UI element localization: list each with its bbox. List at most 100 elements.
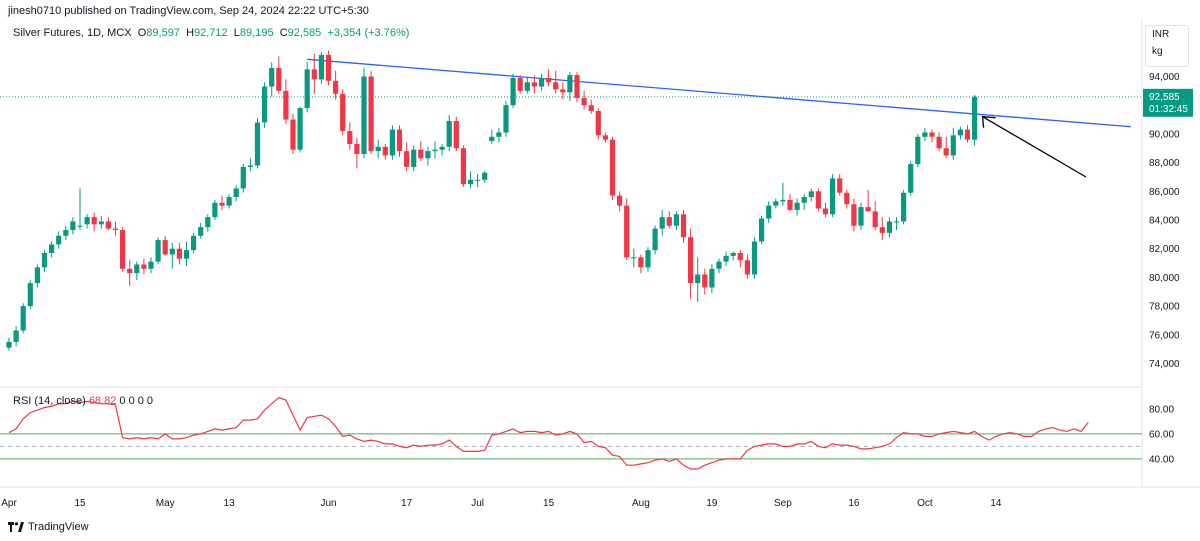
- candle: [751, 237, 758, 279]
- candle-body: [858, 207, 864, 226]
- candle-body: [127, 268, 133, 274]
- candle: [723, 251, 729, 266]
- candle: [198, 222, 204, 239]
- candle-body: [737, 253, 743, 261]
- candle-body: [120, 230, 126, 269]
- candle: [240, 164, 246, 193]
- candle: [49, 241, 55, 258]
- symbol-name[interactable]: Silver Futures, 1D, MCX: [13, 27, 132, 39]
- candle-body: [588, 105, 594, 111]
- time-tick-label: 19: [706, 498, 718, 509]
- time-tick-label: 14: [990, 498, 1002, 509]
- candle: [13, 326, 19, 347]
- candle-body: [460, 148, 466, 185]
- candle-body: [716, 261, 722, 269]
- candle: [730, 251, 736, 261]
- candle-body: [262, 86, 268, 123]
- candle-body: [673, 214, 679, 226]
- candle-body: [695, 274, 701, 284]
- candle: [886, 217, 892, 238]
- candle: [84, 214, 90, 229]
- candle-body: [652, 228, 658, 251]
- candle: [418, 141, 424, 162]
- candle-body: [205, 217, 211, 228]
- candle: [354, 138, 360, 169]
- candle-body: [396, 129, 403, 152]
- time-tick-label: 17: [401, 498, 413, 509]
- candle-body: [6, 341, 12, 348]
- trendline-group: [0, 58, 1142, 128]
- candle: [382, 143, 388, 160]
- currency-label: INR: [1152, 29, 1170, 40]
- candle: [538, 73, 545, 91]
- candle-body: [482, 172, 488, 180]
- candle: [34, 264, 40, 288]
- price-tick-label: 76,000: [1149, 330, 1180, 341]
- candle: [901, 189, 907, 225]
- candle-body: [893, 221, 900, 223]
- candle: [191, 232, 197, 253]
- candle-body: [659, 217, 665, 229]
- candle: [254, 118, 261, 169]
- price-tick-label: 90,000: [1149, 129, 1180, 140]
- open-value: 89,597: [146, 27, 180, 39]
- low-label: L: [233, 27, 240, 39]
- candle: [794, 198, 800, 216]
- candle-body: [560, 89, 566, 93]
- rsi-label[interactable]: RSI (14, close): [13, 395, 86, 407]
- candle-body: [141, 264, 147, 269]
- time-tick-label: Apr: [1, 498, 17, 509]
- candle-body: [844, 192, 850, 205]
- candle-body: [212, 202, 218, 218]
- candle: [652, 225, 658, 255]
- candle-body: [41, 253, 48, 268]
- candle-body: [773, 201, 779, 206]
- candle: [134, 261, 140, 281]
- candle-body: [553, 82, 559, 90]
- candle-body: [219, 202, 225, 206]
- candle-body: [574, 75, 580, 99]
- candle-body: [27, 283, 33, 307]
- candle-body: [191, 235, 197, 251]
- candle: [808, 188, 814, 202]
- tradingview-logo[interactable]: TradingView: [8, 521, 89, 533]
- candle-body: [34, 267, 40, 284]
- candle: [212, 199, 218, 220]
- candle-body: [787, 199, 793, 210]
- annotation-arrow-head: [981, 115, 996, 128]
- rsi-tick-label: 40.00: [1149, 454, 1174, 465]
- candle: [659, 209, 665, 236]
- candle: [645, 247, 651, 272]
- rsi-value: 68.82: [88, 395, 117, 407]
- candle: [503, 100, 509, 137]
- candle: [425, 146, 431, 166]
- candle: [858, 202, 864, 231]
- time-tick-label: May: [156, 498, 175, 509]
- candle-body: [581, 98, 587, 106]
- candle: [624, 198, 630, 261]
- candle-body: [439, 146, 445, 150]
- candle: [695, 257, 701, 302]
- candle: [112, 221, 119, 236]
- candle: [631, 248, 637, 268]
- rsi-line: [8, 396, 1089, 470]
- candle-body: [645, 250, 651, 268]
- candle-body: [84, 217, 90, 225]
- candle-body: [872, 211, 878, 228]
- candle: [581, 90, 587, 110]
- candle-body: [333, 80, 339, 94]
- candle: [929, 129, 935, 143]
- candle: [91, 212, 97, 232]
- candle-body: [915, 136, 921, 165]
- close-value: 92,585: [287, 27, 322, 39]
- grid-lines: [0, 20, 1200, 488]
- candle: [801, 194, 807, 210]
- candle: [340, 89, 346, 136]
- candle-body: [411, 149, 417, 167]
- currency-unit-box[interactable]: INR kg: [1145, 25, 1189, 67]
- candle: [759, 215, 765, 245]
- time-tick-label: Jul: [471, 498, 484, 509]
- candle-body: [837, 178, 843, 193]
- time-tick-label: 15: [74, 498, 86, 509]
